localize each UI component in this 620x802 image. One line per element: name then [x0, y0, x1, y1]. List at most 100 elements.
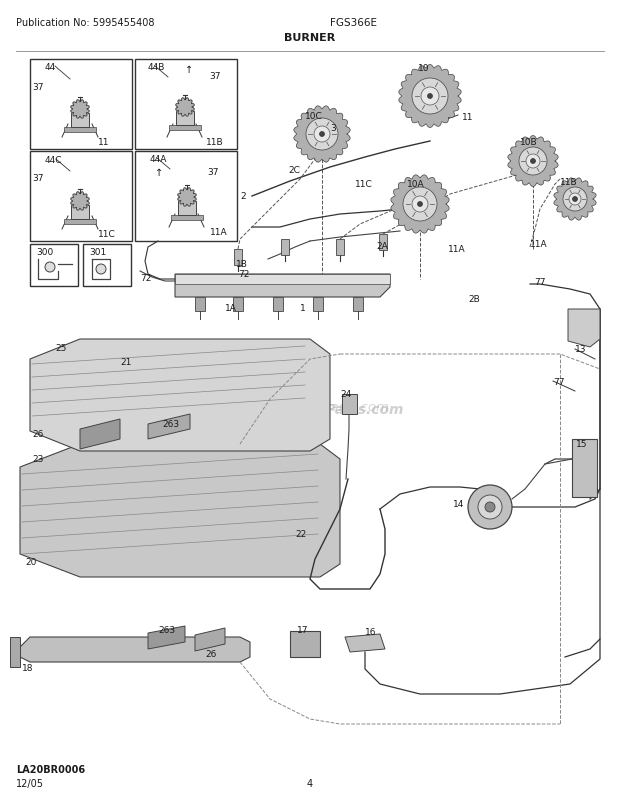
Text: 2: 2	[240, 192, 246, 200]
Circle shape	[417, 202, 422, 207]
Text: 37: 37	[209, 72, 221, 81]
Bar	[234, 249, 242, 265]
Text: 14: 14	[453, 500, 464, 508]
Polygon shape	[391, 176, 449, 234]
Text: 37: 37	[32, 174, 43, 183]
Text: 77: 77	[553, 378, 564, 387]
Circle shape	[412, 79, 448, 115]
Bar	[353, 298, 363, 312]
Polygon shape	[148, 415, 190, 439]
Text: 22: 22	[295, 529, 306, 538]
Text: 17: 17	[297, 626, 309, 634]
Text: 11: 11	[98, 138, 110, 147]
Bar	[313, 298, 323, 312]
Text: 11A: 11A	[448, 245, 466, 253]
Text: 44A: 44A	[150, 155, 167, 164]
Circle shape	[563, 188, 587, 212]
Text: ↑: ↑	[155, 168, 163, 178]
Bar	[176, 111, 194, 126]
Text: 18: 18	[22, 663, 33, 672]
Text: 12/05: 12/05	[16, 778, 44, 788]
Text: 10A: 10A	[407, 180, 425, 188]
Text: 10: 10	[418, 64, 430, 73]
Bar	[135, 60, 237, 150]
Circle shape	[531, 160, 536, 164]
Polygon shape	[80, 419, 120, 449]
Text: LA20BR0006: LA20BR0006	[16, 764, 85, 774]
Circle shape	[45, 263, 55, 273]
Circle shape	[421, 88, 439, 106]
Text: 2A: 2A	[376, 241, 388, 251]
Circle shape	[478, 496, 502, 520]
Polygon shape	[345, 634, 385, 652]
Bar	[83, 245, 131, 286]
Polygon shape	[568, 310, 600, 347]
Text: eReplacementParts.com: eReplacementParts.com	[216, 403, 404, 416]
Bar	[342, 395, 357, 415]
Bar	[64, 220, 96, 225]
Polygon shape	[30, 339, 330, 452]
Polygon shape	[71, 101, 89, 119]
Bar	[30, 60, 132, 150]
Text: 3: 3	[330, 124, 336, 133]
Text: 263: 263	[158, 626, 175, 634]
Polygon shape	[290, 631, 320, 657]
Circle shape	[428, 95, 433, 99]
Circle shape	[569, 194, 581, 206]
Circle shape	[485, 502, 495, 512]
Polygon shape	[20, 444, 340, 577]
Circle shape	[526, 155, 540, 168]
Text: 77: 77	[534, 277, 546, 286]
Text: 15: 15	[576, 439, 588, 448]
Polygon shape	[508, 136, 558, 187]
Polygon shape	[294, 107, 350, 163]
Text: BURNER: BURNER	[285, 33, 335, 43]
Text: 10B: 10B	[520, 138, 538, 147]
Circle shape	[468, 485, 512, 529]
Text: 11C: 11C	[98, 229, 116, 239]
Bar	[233, 298, 243, 312]
Text: ↑: ↑	[185, 65, 193, 75]
Text: 44: 44	[45, 63, 56, 72]
Text: 21: 21	[120, 358, 131, 367]
Text: 11A: 11A	[530, 240, 547, 249]
Text: 11B: 11B	[206, 138, 224, 147]
Polygon shape	[195, 628, 225, 651]
Circle shape	[96, 265, 106, 274]
Circle shape	[572, 197, 577, 202]
Polygon shape	[554, 179, 596, 221]
Text: 263: 263	[162, 419, 179, 428]
Text: 72: 72	[140, 273, 151, 282]
Text: 11C: 11C	[355, 180, 373, 188]
Text: 26: 26	[32, 429, 43, 439]
Bar	[379, 235, 387, 251]
Text: 11B: 11B	[560, 178, 578, 187]
Text: 25: 25	[55, 343, 66, 353]
Polygon shape	[148, 626, 185, 649]
Circle shape	[314, 127, 330, 143]
Text: 37: 37	[207, 168, 218, 176]
Circle shape	[319, 132, 324, 137]
Bar	[71, 114, 89, 128]
Polygon shape	[175, 274, 390, 298]
Bar	[572, 439, 597, 497]
Text: 1B: 1B	[236, 260, 248, 269]
Text: 1A: 1A	[225, 304, 237, 313]
Text: 26: 26	[205, 649, 216, 658]
Circle shape	[412, 196, 428, 213]
Circle shape	[403, 188, 437, 221]
Text: 11: 11	[462, 113, 474, 122]
Bar	[170, 216, 203, 221]
Polygon shape	[176, 99, 194, 117]
Bar	[169, 126, 202, 131]
Text: FGS366E: FGS366E	[330, 18, 377, 28]
Text: 301: 301	[89, 248, 106, 257]
Text: 1: 1	[300, 304, 306, 313]
Text: 24: 24	[340, 390, 352, 399]
Text: 2B: 2B	[468, 294, 480, 304]
Circle shape	[519, 148, 547, 176]
Polygon shape	[178, 188, 196, 207]
Bar	[273, 298, 283, 312]
Bar	[281, 240, 289, 256]
Bar	[336, 240, 344, 256]
